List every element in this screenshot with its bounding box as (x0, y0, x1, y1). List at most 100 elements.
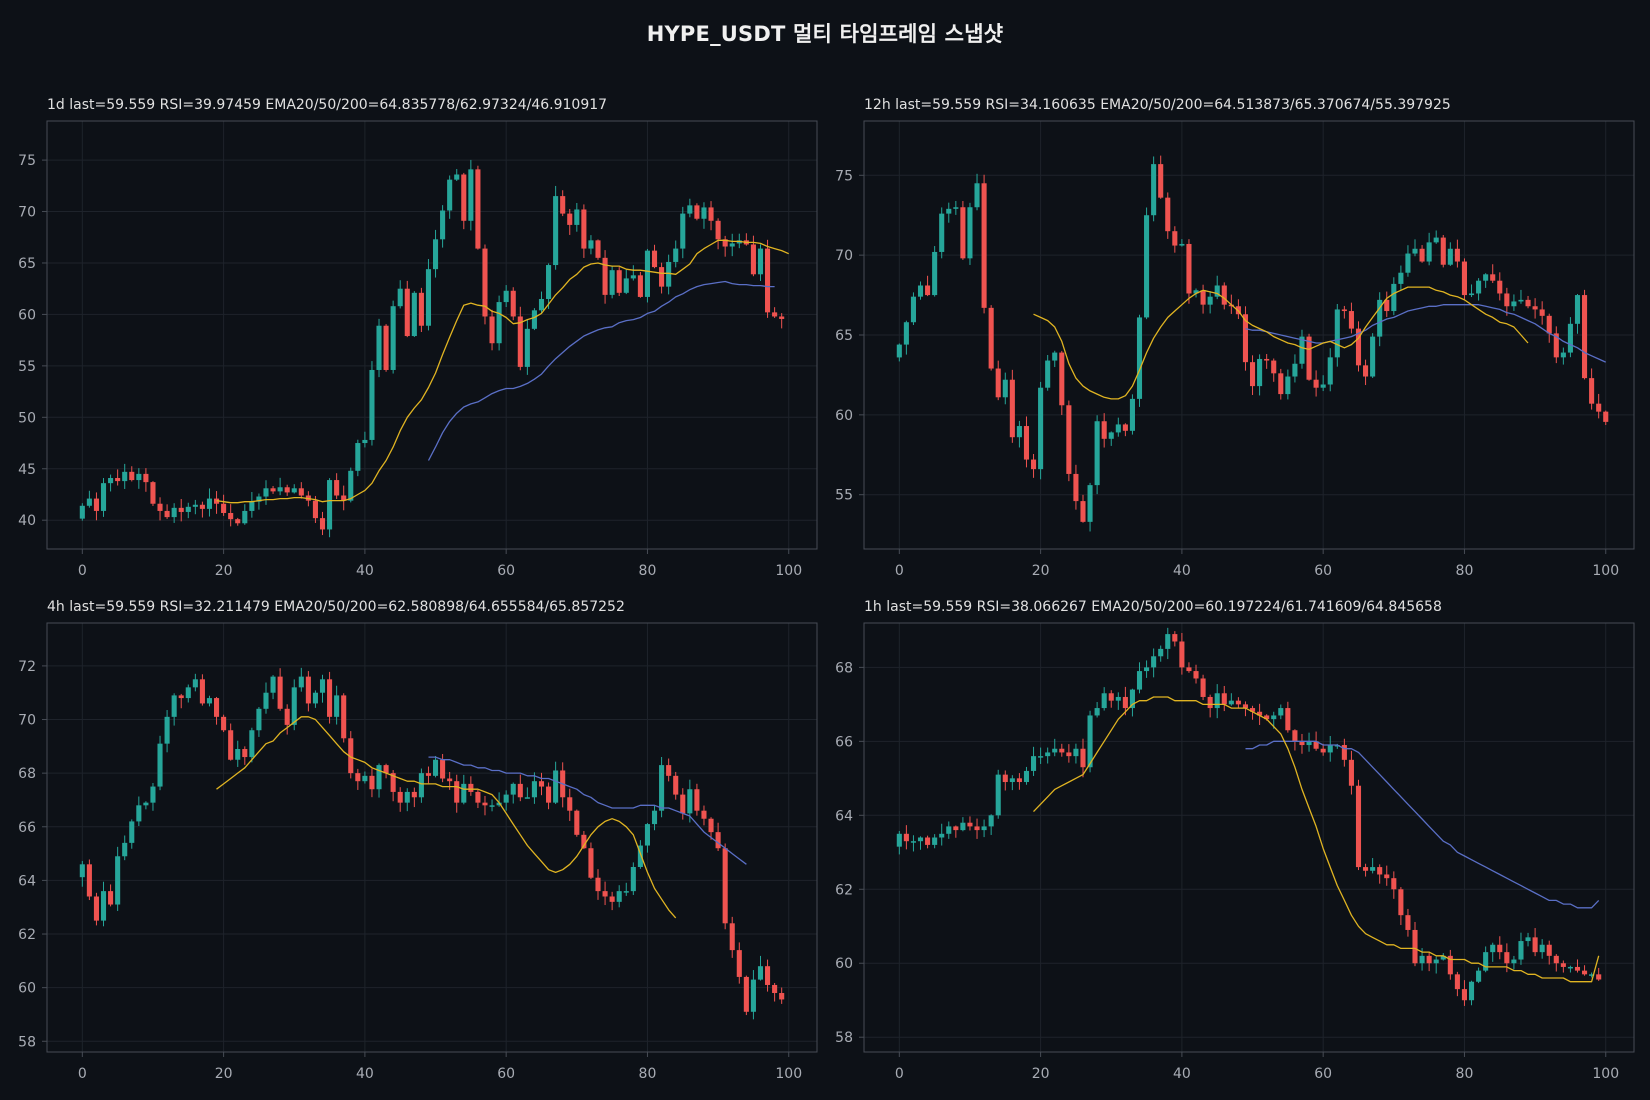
candle-body (974, 183, 980, 208)
candle-body (440, 210, 446, 240)
candle-body (524, 328, 530, 367)
candle-body (213, 698, 220, 717)
candle-body (1292, 730, 1298, 742)
candle-body (1115, 696, 1121, 701)
x-tick-label: 40 (1173, 563, 1191, 579)
candle-body (425, 269, 432, 326)
candle-body (86, 498, 92, 506)
candle-body (1242, 314, 1249, 363)
candle-body (1355, 785, 1362, 868)
candle-body (1009, 778, 1015, 783)
x-tick-label: 40 (356, 1066, 374, 1082)
candle-body (270, 488, 276, 492)
candle-body (447, 179, 453, 211)
candle-body (362, 439, 368, 444)
candle-body (623, 278, 629, 293)
y-tick-label: 65 (835, 328, 853, 344)
candle-body (1582, 295, 1588, 379)
candle-body (1193, 671, 1199, 679)
candle-body (1066, 752, 1072, 757)
candle-body (1511, 301, 1517, 307)
candle-body (988, 307, 994, 369)
candle-body (1553, 333, 1559, 358)
candle-body (1412, 248, 1418, 254)
candle-body (715, 832, 721, 849)
candle-body (765, 966, 771, 985)
candle-body (411, 791, 417, 798)
candle-body (1108, 693, 1114, 701)
y-tick-label: 75 (835, 168, 853, 184)
candle-body (581, 209, 587, 249)
candle-body (517, 783, 523, 798)
candle-body (694, 205, 700, 219)
candle-body (284, 708, 290, 725)
candle-body (1016, 426, 1022, 438)
candle-body (1221, 285, 1227, 305)
candle-body (404, 791, 410, 803)
y-tick-label: 66 (18, 820, 36, 836)
candle-body (1518, 299, 1524, 302)
candle-body (235, 749, 241, 760)
candle-body (1504, 952, 1510, 964)
candle-body (1412, 929, 1418, 964)
candle-body (546, 786, 552, 803)
candle-body (185, 506, 191, 512)
candle-body (1447, 955, 1453, 975)
candle-body (531, 310, 537, 329)
candle-body (1574, 295, 1581, 324)
panel-caption: 4h last=59.559 RSI=32.211479 EMA20/50/20… (47, 599, 625, 615)
candle-body (270, 676, 276, 693)
candle-body (397, 791, 403, 803)
candle-body (1242, 704, 1249, 709)
candle-body (199, 504, 205, 509)
candle-body (1151, 164, 1157, 216)
candle-body (960, 822, 966, 831)
candle-body (390, 773, 396, 792)
candle-body (1221, 693, 1227, 705)
candle-body (199, 679, 205, 704)
ema50-line (427, 280, 775, 461)
candle-body (1052, 748, 1058, 753)
candle-body (1285, 708, 1291, 731)
candle-body (666, 261, 672, 287)
candle-body (736, 950, 742, 977)
candle-body (319, 518, 326, 530)
candle-body (1370, 867, 1376, 871)
y-tick-label: 65 (18, 256, 36, 272)
candle-body (164, 510, 170, 518)
candle-body (750, 244, 756, 275)
candle-body (1080, 748, 1086, 768)
candle-body (574, 209, 580, 225)
candle-body (192, 679, 198, 688)
candle-body (143, 802, 149, 806)
candle-body (1158, 648, 1164, 657)
candle-body (1398, 889, 1404, 916)
candle-body (150, 482, 156, 504)
candle-body (1299, 741, 1305, 746)
x-tick-label: 40 (1173, 1066, 1191, 1082)
candle-body (221, 716, 227, 731)
candle-body (242, 749, 248, 758)
candle-body (546, 265, 552, 299)
y-tick-label: 60 (835, 956, 853, 972)
candle-body (157, 743, 163, 787)
candle-body (432, 759, 439, 776)
candle-body (1468, 293, 1475, 296)
candle-body (1094, 421, 1100, 486)
x-tick-label: 100 (1592, 563, 1619, 579)
candle-body (1476, 280, 1482, 294)
candle-body (291, 687, 297, 725)
candle-body (440, 759, 446, 779)
candle-body (779, 316, 785, 319)
candle-body (1461, 261, 1468, 296)
candle-body (482, 248, 488, 317)
panel-caption: 1h last=59.559 RSI=38.066267 EMA20/50/20… (864, 599, 1442, 615)
candle-body (150, 786, 156, 803)
candle-body (553, 770, 559, 803)
candle-body (1440, 955, 1446, 960)
candle-body (1405, 253, 1411, 273)
candle-body (298, 676, 304, 688)
y-tick-label: 70 (18, 205, 36, 221)
